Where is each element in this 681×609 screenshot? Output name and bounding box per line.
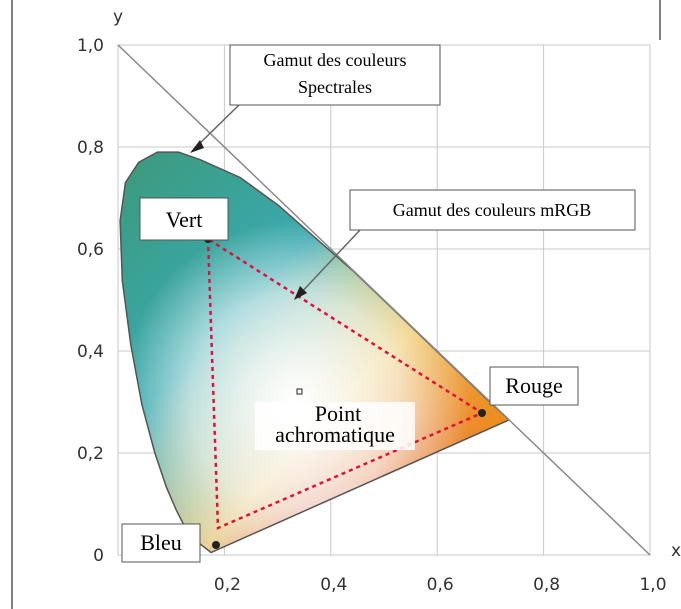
white-point [296,388,303,395]
y-tick-label: 1,0 [77,36,104,56]
x-tick-label: 1,0 [639,575,666,595]
y-tick-label: 0,4 [77,342,104,362]
white-point-label: achromatique [275,422,395,447]
mrgb-triangle [206,236,485,530]
arrow-head [294,286,307,300]
spectral-label: Gamut des couleurs [264,50,407,70]
white-point-label: Point [315,401,361,426]
arrow [297,229,361,297]
x-tick-label: 0,6 [427,575,454,595]
green-label: Vert [166,207,203,232]
blue-point [212,541,220,549]
x-tick-label: 0,4 [320,575,347,595]
y-tick-label: 0,8 [77,138,104,158]
label-box [489,366,579,406]
label-box [255,402,415,450]
blue-label: Bleu [140,530,182,555]
y-axis-label: y [113,7,123,27]
y-tick-label: 0,2 [77,444,104,464]
x-axis-label: x [671,541,681,561]
spectral-label: Spectrales [298,77,372,97]
red-label: Rouge [505,373,562,398]
diagonal [117,44,651,556]
red-point [478,409,486,417]
label-box [349,189,636,231]
label-box [229,44,441,106]
spectral-locus [119,151,511,554]
mrgb-label: Gamut des couleurs mRGB [393,200,591,220]
x-tick-label: 0,8 [533,575,560,595]
y-tick-label: 0 [93,546,104,566]
label-box [121,523,201,563]
arrow-head [190,140,204,153]
y-tick-label: 0,6 [77,240,104,260]
x-tick-label: 0,2 [214,575,241,595]
label-box [139,197,229,241]
